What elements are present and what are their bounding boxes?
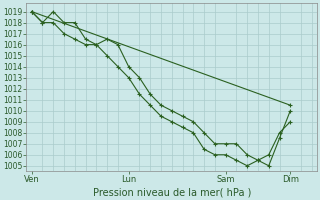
X-axis label: Pression niveau de la mer( hPa ): Pression niveau de la mer( hPa ) xyxy=(92,187,251,197)
